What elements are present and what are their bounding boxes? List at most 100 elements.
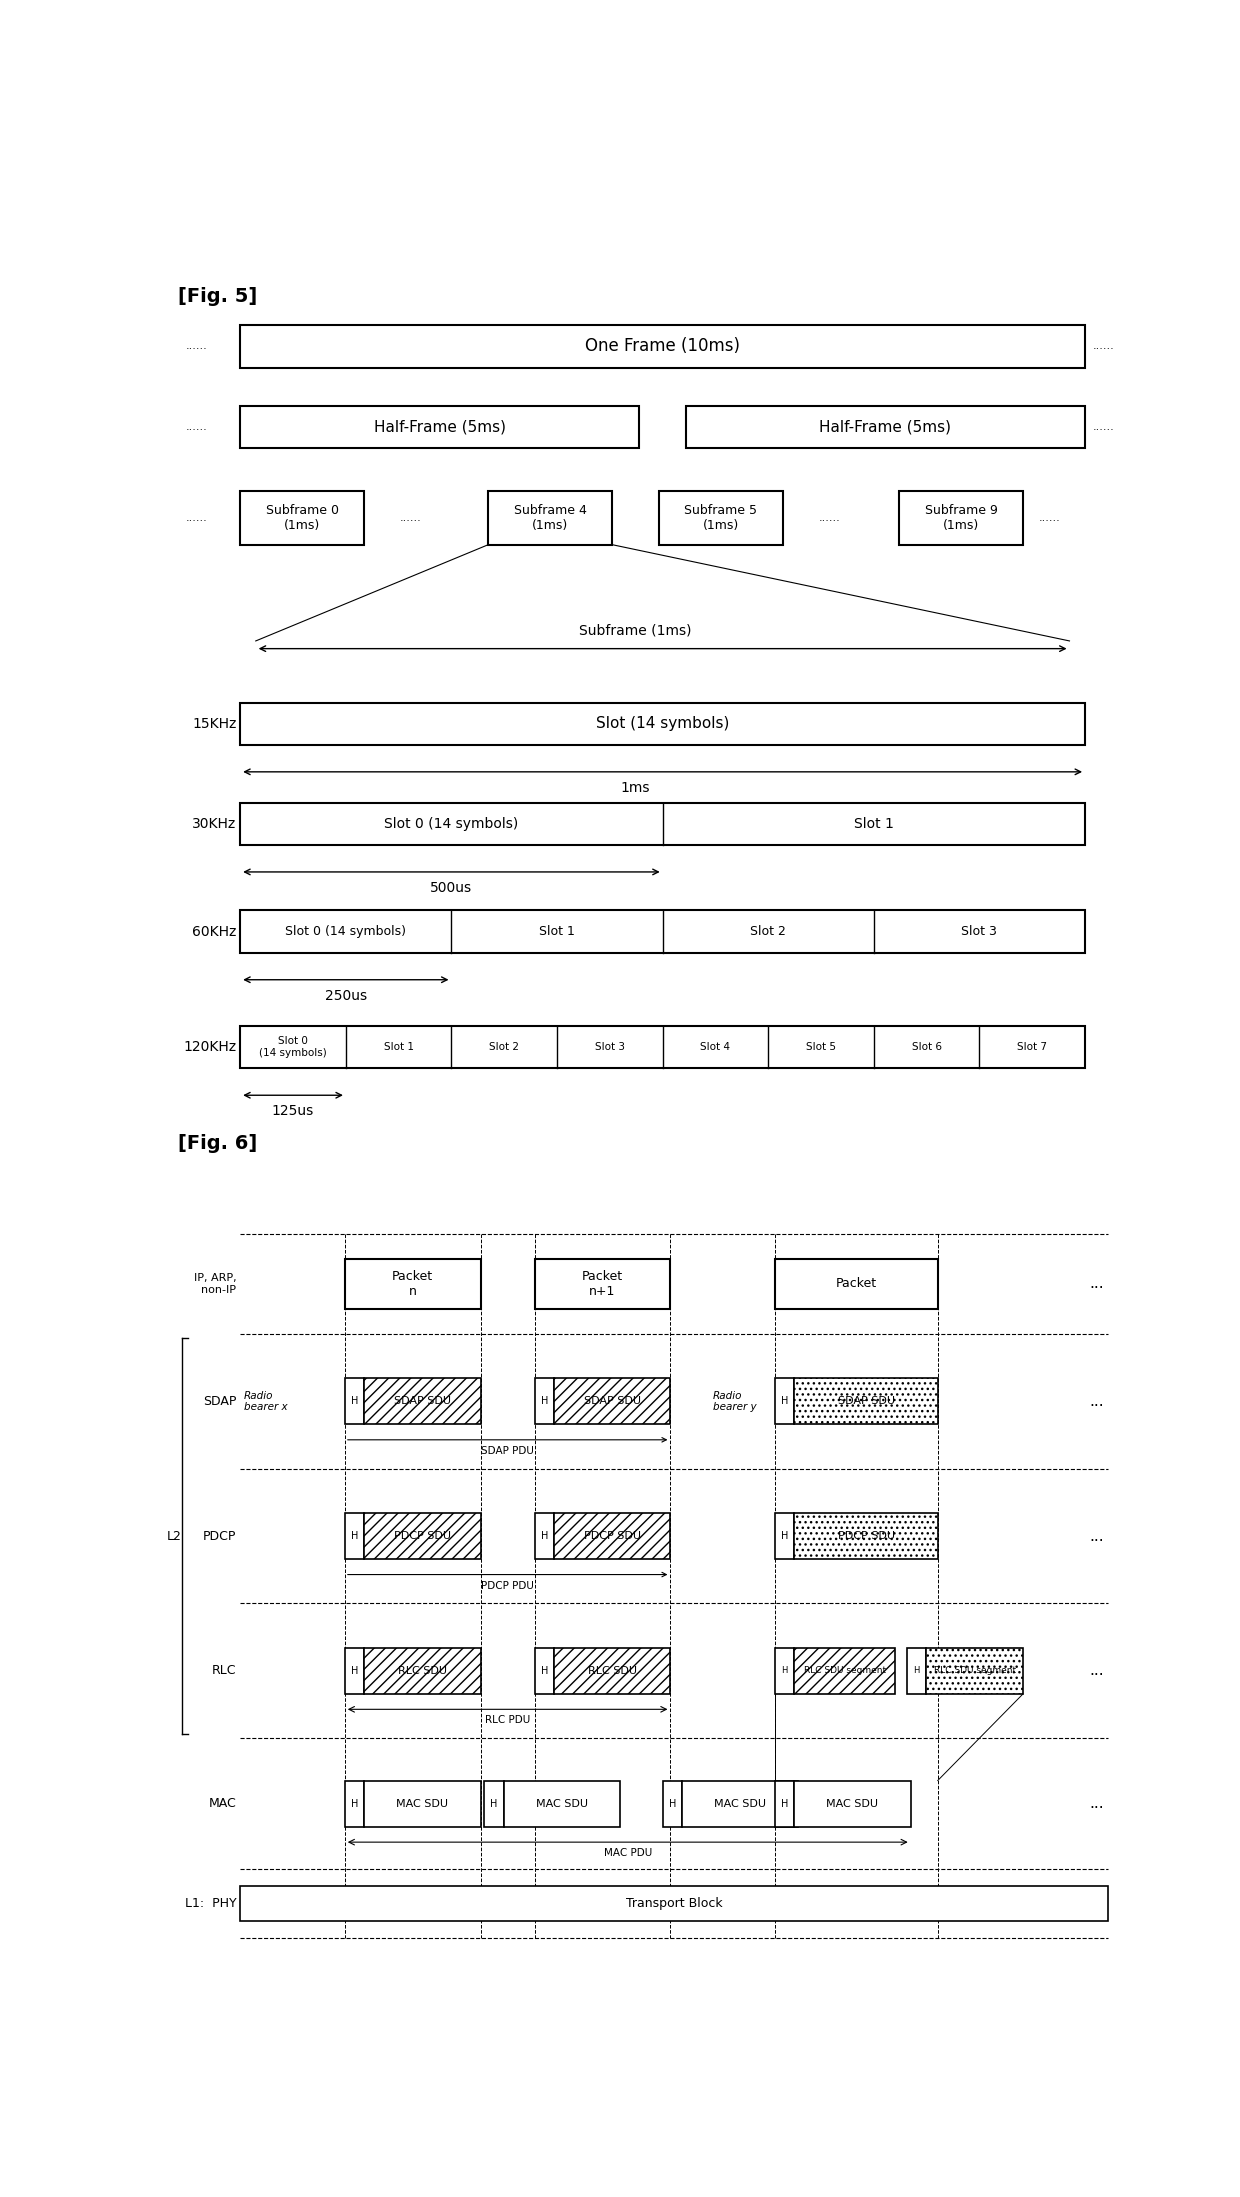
Text: 1ms: 1ms	[621, 782, 650, 795]
Bar	[775, 1378, 795, 1424]
Text: H: H	[541, 1531, 548, 1540]
Text: ......: ......	[186, 422, 208, 433]
Bar	[534, 1648, 554, 1694]
Bar	[241, 325, 1085, 367]
Text: Slot 4: Slot 4	[701, 1041, 730, 1052]
Text: H: H	[351, 1799, 358, 1808]
Text: H: H	[541, 1665, 548, 1676]
Text: PDCP: PDCP	[203, 1529, 237, 1542]
Text: MAC PDU: MAC PDU	[604, 1848, 652, 1859]
Text: Slot 3: Slot 3	[961, 925, 997, 938]
Bar	[241, 910, 1085, 953]
Text: Subframe (1ms): Subframe (1ms)	[579, 624, 692, 637]
Text: RLC: RLC	[212, 1665, 237, 1676]
Bar	[345, 1259, 481, 1309]
Bar	[899, 490, 1023, 545]
Text: H: H	[781, 1665, 787, 1676]
Text: Radio
bearer x: Radio bearer x	[244, 1391, 288, 1413]
Bar	[554, 1514, 671, 1560]
Text: H: H	[668, 1799, 676, 1808]
Text: H: H	[781, 1531, 789, 1540]
Text: Subframe 0
(1ms): Subframe 0 (1ms)	[265, 503, 339, 532]
Text: Transport Block: Transport Block	[626, 1898, 723, 1909]
Text: Slot 3: Slot 3	[595, 1041, 625, 1052]
Text: SDAP SDU: SDAP SDU	[837, 1397, 894, 1406]
Text: H: H	[913, 1665, 920, 1676]
Text: Subframe 9
(1ms): Subframe 9 (1ms)	[925, 503, 997, 532]
Text: H: H	[351, 1397, 358, 1406]
Bar	[775, 1648, 795, 1694]
Text: H: H	[781, 1397, 789, 1406]
Bar	[686, 406, 1085, 448]
Text: H: H	[351, 1665, 358, 1676]
Text: 125us: 125us	[272, 1105, 314, 1118]
Bar	[485, 1780, 503, 1826]
Text: Subframe 5
(1ms): Subframe 5 (1ms)	[684, 503, 758, 532]
Bar	[795, 1780, 910, 1826]
Text: Slot 7: Slot 7	[1017, 1041, 1048, 1052]
Bar	[365, 1780, 481, 1826]
Text: PDCP SDU: PDCP SDU	[394, 1531, 451, 1540]
Text: ......: ......	[1039, 512, 1060, 523]
Text: RLC SDU segment: RLC SDU segment	[934, 1665, 1016, 1676]
Bar	[775, 1780, 795, 1826]
Text: Slot 2: Slot 2	[750, 925, 786, 938]
Text: Packet
n+1: Packet n+1	[582, 1270, 624, 1298]
Bar	[345, 1780, 365, 1826]
Bar	[241, 1887, 1109, 1920]
Bar	[345, 1648, 365, 1694]
Text: MAC: MAC	[208, 1797, 237, 1810]
Text: Half-Frame (5ms): Half-Frame (5ms)	[820, 420, 951, 435]
Text: Slot 0 (14 symbols): Slot 0 (14 symbols)	[384, 817, 518, 830]
Bar	[345, 1514, 365, 1560]
Text: L1:  PHY: L1: PHY	[185, 1898, 237, 1909]
Bar	[775, 1259, 937, 1309]
Bar	[534, 1514, 554, 1560]
Text: PDCP PDU: PDCP PDU	[481, 1580, 534, 1591]
Bar	[554, 1648, 671, 1694]
Text: L2: L2	[167, 1529, 182, 1542]
Bar	[365, 1378, 481, 1424]
Bar	[926, 1648, 1023, 1694]
Bar	[795, 1648, 895, 1694]
Text: RLC SDU: RLC SDU	[588, 1665, 637, 1676]
Text: 500us: 500us	[430, 881, 472, 894]
Text: Slot 2: Slot 2	[490, 1041, 520, 1052]
Text: MAC SDU: MAC SDU	[536, 1799, 588, 1808]
Text: H: H	[781, 1799, 789, 1808]
Bar	[365, 1648, 481, 1694]
Text: 15KHz: 15KHz	[192, 716, 237, 732]
Text: RLC PDU: RLC PDU	[485, 1716, 531, 1725]
Text: H: H	[351, 1531, 358, 1540]
Bar	[241, 490, 365, 545]
Text: Slot 1: Slot 1	[383, 1041, 414, 1052]
Text: MAC SDU: MAC SDU	[827, 1799, 878, 1808]
Text: 30KHz: 30KHz	[192, 817, 237, 830]
Text: 120KHz: 120KHz	[184, 1039, 237, 1055]
Text: [Fig. 6]: [Fig. 6]	[179, 1134, 258, 1153]
Bar	[554, 1378, 671, 1424]
Text: Subframe 4
(1ms): Subframe 4 (1ms)	[513, 503, 587, 532]
Bar	[906, 1648, 926, 1694]
Bar	[241, 406, 640, 448]
Text: ......: ......	[186, 512, 208, 523]
Text: SDAP SDU: SDAP SDU	[584, 1397, 641, 1406]
Bar	[534, 1259, 671, 1309]
Text: H: H	[490, 1799, 497, 1808]
Bar	[345, 1378, 365, 1424]
Text: MAC SDU: MAC SDU	[714, 1799, 766, 1808]
Bar	[534, 1378, 554, 1424]
Text: Radio
bearer y: Radio bearer y	[713, 1391, 756, 1413]
Bar	[365, 1514, 481, 1560]
Bar	[241, 1026, 1085, 1068]
Text: RLC SDU: RLC SDU	[398, 1665, 446, 1676]
Text: PDCP SDU: PDCP SDU	[837, 1531, 894, 1540]
Text: ......: ......	[1092, 341, 1115, 352]
Bar	[775, 1514, 795, 1560]
Bar	[682, 1780, 799, 1826]
Text: One Frame (10ms): One Frame (10ms)	[585, 338, 740, 356]
Bar	[795, 1514, 937, 1560]
Text: Slot 1: Slot 1	[854, 817, 894, 830]
Text: ......: ......	[186, 341, 208, 352]
Text: ...: ...	[1089, 1393, 1104, 1408]
